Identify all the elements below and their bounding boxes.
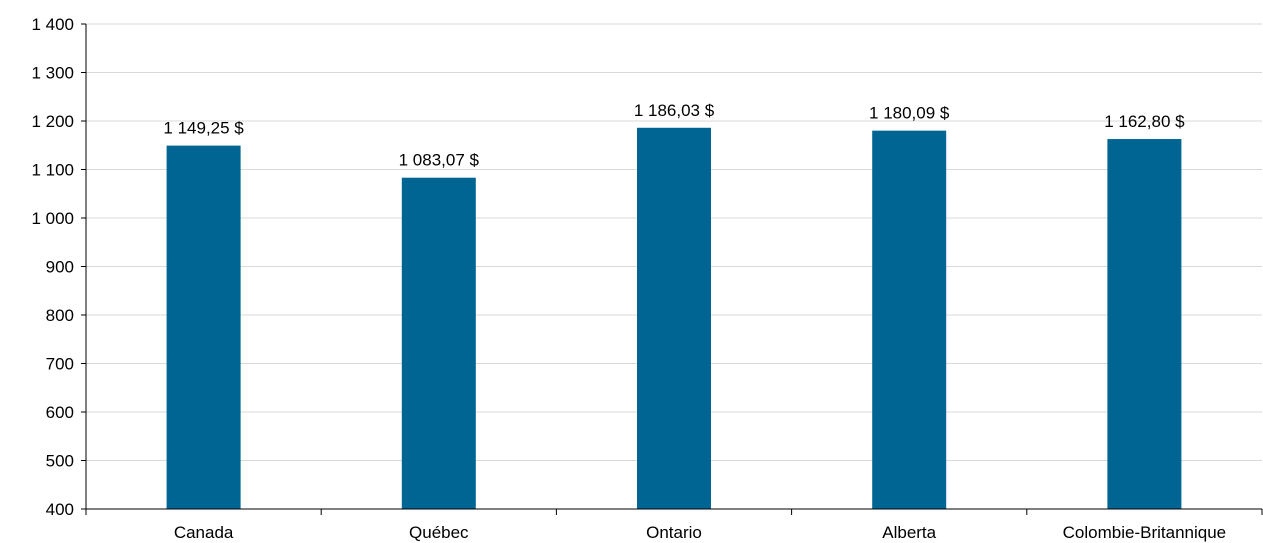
y-tick-label: 700: [46, 355, 74, 374]
y-tick-label: 500: [46, 452, 74, 471]
data-label: 1 162,80 $: [1104, 112, 1185, 131]
x-category-label: Alberta: [882, 523, 936, 542]
y-tick-label: 1 300: [31, 64, 74, 83]
data-label: 1 186,03 $: [634, 101, 715, 120]
bars: [166, 127, 1182, 510]
data-label: 1 149,25 $: [163, 119, 244, 138]
data-label: 1 180,09 $: [869, 104, 950, 123]
x-category-label: Colombie-Britannique: [1063, 523, 1226, 542]
y-tick-label: 900: [46, 258, 74, 277]
y-tick-label: 800: [46, 306, 74, 325]
axes: [81, 23, 1263, 515]
y-tick-label: 1 100: [31, 161, 74, 180]
bar: [637, 127, 711, 509]
y-tick-label: 600: [46, 403, 74, 422]
y-tick-label: 1 400: [31, 15, 74, 34]
x-category-label: Ontario: [646, 523, 702, 542]
y-tick-label: 400: [46, 500, 74, 519]
bar: [872, 130, 947, 509]
bar: [1107, 139, 1182, 510]
data-label: 1 083,07 $: [399, 151, 480, 170]
bar: [401, 177, 476, 509]
y-tick-label: 1 200: [31, 112, 74, 131]
bar: [166, 145, 241, 509]
labels: 400 500 600 700 800 900 1 000 1 100 1 200 1 300 1 …: [31, 15, 1226, 542]
y-tick-label: 1 000: [31, 209, 74, 228]
x-category-label: Canada: [174, 523, 234, 542]
x-category-label: Québec: [409, 523, 469, 542]
